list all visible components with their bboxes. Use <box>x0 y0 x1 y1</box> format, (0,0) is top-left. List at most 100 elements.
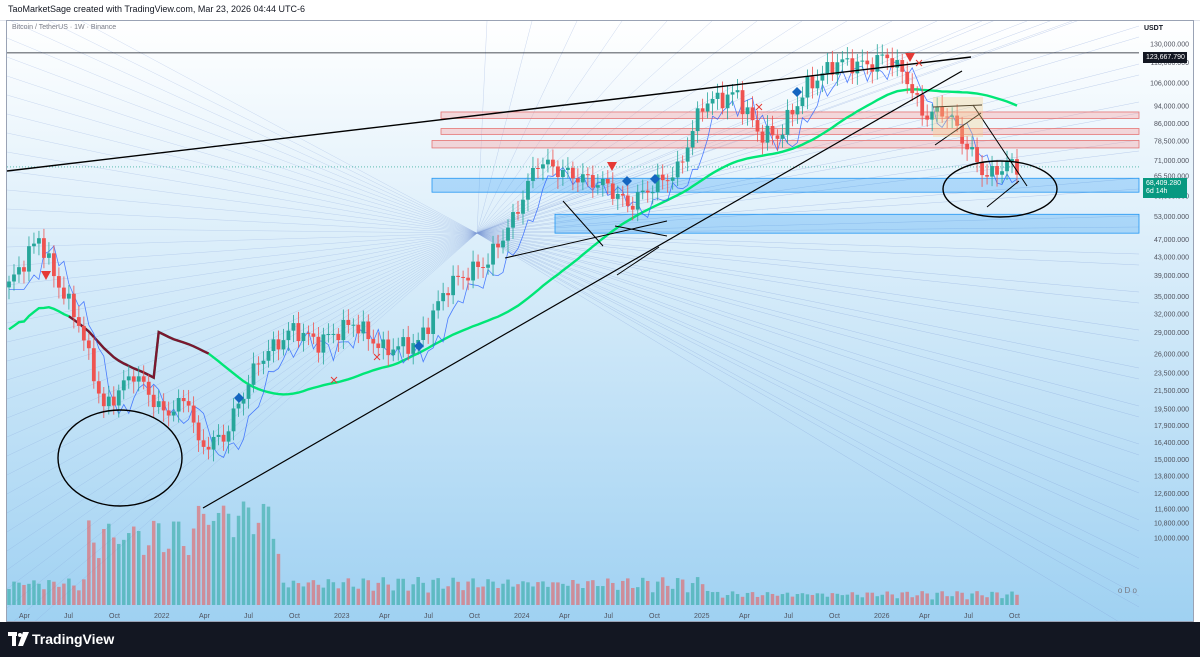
candle-body <box>516 212 520 214</box>
chart-frame[interactable]: 130,000.000 118,000.000 106,000.000 94,000.… <box>6 20 1194 622</box>
fan-line <box>476 21 938 234</box>
y-axis-tick-label: 65,500.000 <box>1154 173 1189 180</box>
volume-bar <box>256 522 261 605</box>
volume-bar <box>805 594 810 605</box>
volume-bar <box>870 592 875 605</box>
volume-bar <box>496 587 500 605</box>
candle-body <box>226 431 231 442</box>
candle-body <box>386 339 391 356</box>
volume-bar <box>201 513 206 605</box>
volume-bar <box>411 584 415 605</box>
fan-line <box>10 21 478 234</box>
candle-body <box>341 319 346 341</box>
exit-mark-icon <box>373 353 381 361</box>
candle-body <box>136 376 141 382</box>
candle-body <box>725 94 730 109</box>
y-axis-tick-label: 10,800.000 <box>1154 520 1189 527</box>
volume-bar <box>581 588 585 605</box>
volume-bar <box>665 585 670 605</box>
candle-body <box>346 319 351 326</box>
candle-body <box>461 276 465 278</box>
fan-line <box>476 74 1140 234</box>
zoom-controls[interactable]: o D o <box>1117 586 1137 595</box>
trailing-line <box>9 61 1018 458</box>
volume-bar <box>151 520 156 605</box>
volume-bar <box>536 582 540 605</box>
volume-bar <box>296 583 301 605</box>
candle-body <box>171 411 176 416</box>
y-axis-tick-label: 118,000.000 <box>1151 60 1190 67</box>
candle-body <box>156 401 161 408</box>
y-axis-tick-label: 11,600.000 <box>1154 507 1189 514</box>
x-axis-tick-label: Oct <box>829 613 840 620</box>
volume-bar <box>92 542 96 605</box>
volume-bar <box>840 595 845 605</box>
x-axis-tick-label: Oct <box>289 613 300 620</box>
y-axis-tick-label: 47,000.000 <box>1154 237 1189 244</box>
fan-line <box>7 75 478 234</box>
candle-body <box>800 97 805 107</box>
y-axis-tick-label: 23,500.000 <box>1154 371 1189 378</box>
volume-bar <box>985 597 989 605</box>
volume-bar <box>456 581 460 605</box>
volume-bar <box>376 582 381 605</box>
volume-bar <box>800 593 805 605</box>
fan-line <box>476 112 1140 234</box>
volume-bar <box>501 583 505 605</box>
candle-body <box>825 62 830 74</box>
candle-body <box>665 180 670 182</box>
sell-signal-icon <box>607 162 617 171</box>
candle-body <box>561 169 565 177</box>
volume-bar <box>251 534 256 605</box>
fan-line <box>7 113 478 234</box>
y-axis-tick-label: 94,000.000 <box>1154 104 1189 111</box>
volume-bar <box>660 577 665 605</box>
candle-body <box>471 261 475 281</box>
candle-body <box>201 440 206 447</box>
volume-bar <box>206 524 211 605</box>
candle-body <box>735 90 740 93</box>
volume-bar <box>905 591 909 605</box>
candle-body <box>326 334 331 336</box>
candle-body <box>750 107 755 121</box>
y-axis-tick-label: 12,600.000 <box>1154 491 1189 498</box>
y-axis-tick-label: 86,000.000 <box>1154 121 1189 128</box>
candle-body <box>376 343 381 349</box>
candle-body <box>426 327 431 334</box>
candle-body <box>760 131 765 143</box>
candle-body <box>441 293 446 302</box>
volume-bar <box>211 520 216 605</box>
candle-body <box>306 332 311 334</box>
candle-body <box>321 334 326 353</box>
volume-bar <box>810 594 815 605</box>
volume-bar <box>451 577 455 605</box>
volume-bar <box>446 586 450 605</box>
fan-line <box>81 21 478 234</box>
candle-body <box>486 264 490 268</box>
volume-bar <box>361 578 366 605</box>
candle-body <box>855 61 860 74</box>
y-axis-tick-label: 26,000.000 <box>1154 351 1189 358</box>
volume-bar <box>77 590 81 605</box>
candle-body <box>820 73 825 81</box>
volume-bar <box>880 594 885 605</box>
candle-body <box>126 376 131 381</box>
volume-bar <box>226 513 231 605</box>
candle-body <box>845 58 850 60</box>
x-axis-tick-label: Jul <box>64 613 73 620</box>
volume-bar <box>286 587 291 605</box>
fan-line <box>7 189 478 234</box>
buy-signal-icon <box>650 174 660 184</box>
volume-bar <box>122 539 126 605</box>
y-axis-tick-label: 78,500.000 <box>1154 138 1189 145</box>
fan-line <box>7 227 478 234</box>
credit-text: TaoMarketSage created with TradingView.c… <box>8 4 305 14</box>
volume-bar <box>561 583 565 605</box>
volume-bar <box>895 598 899 605</box>
volume-bar <box>990 591 994 605</box>
volume-bar <box>750 592 755 605</box>
candle-body <box>336 333 341 341</box>
x-axis-tick-label: 2025 <box>694 613 710 620</box>
price-chart[interactable]: 130,000.000 118,000.000 106,000.000 94,000.… <box>7 21 1194 622</box>
candle-body <box>241 398 246 404</box>
